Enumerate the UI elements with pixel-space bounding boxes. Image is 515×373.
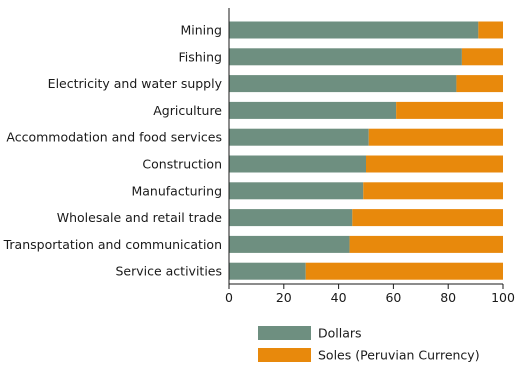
category-label-6: Manufacturing: [131, 183, 222, 198]
bar-soles-7: [352, 209, 503, 227]
bar-dollars-8: [229, 235, 350, 253]
bar-soles-9: [305, 262, 503, 280]
bar-soles-2: [456, 75, 503, 93]
bar-soles-8: [349, 235, 503, 253]
bar-soles-3: [396, 101, 503, 119]
legend-swatch-soles: [258, 348, 311, 362]
legend-label-soles: Soles (Peruvian Currency): [318, 348, 480, 363]
x-tick-label-0: 0: [225, 290, 233, 305]
legend: Dollars Soles (Peruvian Currency): [258, 326, 480, 363]
category-label-3: Agriculture: [153, 103, 222, 118]
bar-dollars-9: [229, 262, 306, 280]
x-tick-label-4: 80: [440, 290, 456, 305]
category-label-2: Electricity and water supply: [48, 76, 223, 91]
bar-dollars-0: [229, 21, 479, 39]
bar-dollars-5: [229, 155, 366, 173]
category-label-8: Transportation and communication: [3, 237, 222, 252]
bar-soles-0: [478, 21, 503, 39]
category-label-0: Mining: [180, 23, 222, 38]
x-tick-label-5: 100: [491, 290, 515, 305]
bars-group: [229, 21, 503, 280]
bar-dollars-3: [229, 101, 397, 119]
category-label-9: Service activities: [115, 264, 222, 279]
bar-soles-4: [368, 128, 503, 146]
bar-dollars-1: [229, 48, 462, 66]
category-label-1: Fishing: [178, 49, 222, 64]
legend-label-dollars: Dollars: [318, 326, 362, 341]
x-tick-label-3: 60: [385, 290, 401, 305]
legend-swatch-dollars: [258, 326, 311, 340]
category-labels: Mining Fishing Electricity and water suppl…: [3, 23, 223, 279]
bar-dollars-6: [229, 182, 364, 200]
category-label-5: Construction: [142, 157, 222, 172]
x-axis-ticks: 0 20 40 60 80 100: [225, 284, 515, 305]
bar-dollars-2: [229, 75, 457, 93]
bar-dollars-4: [229, 128, 369, 146]
bar-soles-6: [363, 182, 503, 200]
category-label-4: Accommodation and food services: [6, 130, 222, 145]
bar-dollars-7: [229, 209, 353, 227]
category-label-7: Wholesale and retail trade: [57, 210, 223, 225]
bar-soles-5: [366, 155, 503, 173]
x-tick-label-2: 40: [331, 290, 347, 305]
x-tick-label-1: 20: [276, 290, 292, 305]
bar-soles-1: [461, 48, 503, 66]
